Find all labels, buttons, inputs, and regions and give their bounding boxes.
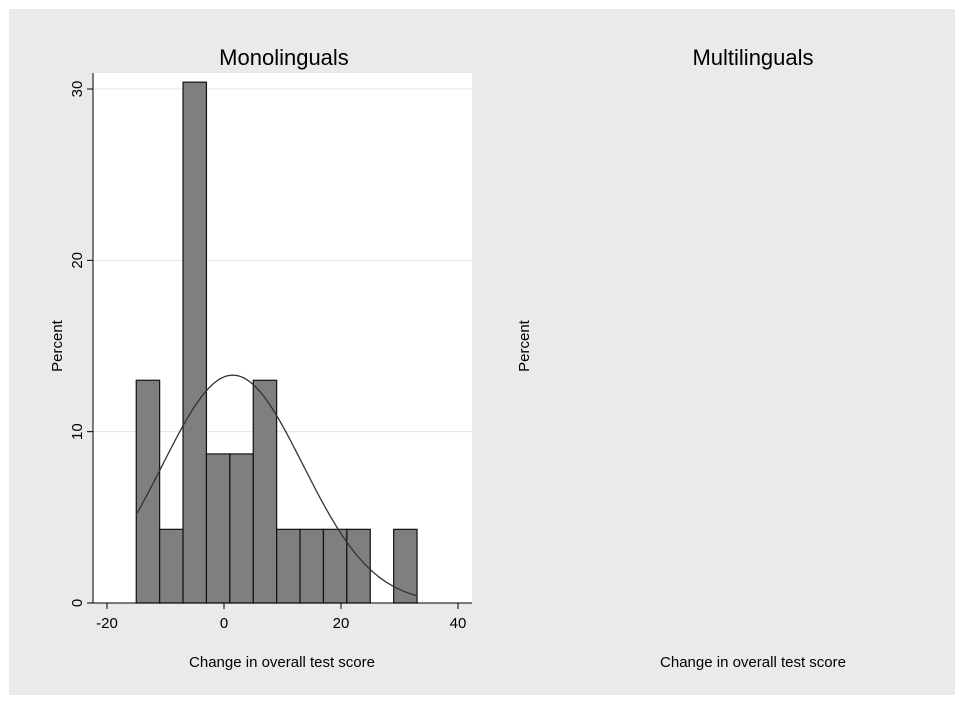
x-tick-label: 0 <box>220 615 228 632</box>
histogram-bar <box>205 453 231 604</box>
histogram-bar <box>135 379 161 604</box>
y-tick-label: 20 <box>69 252 86 269</box>
panel-multilinguals: Multilinguals Percent Change in overall … <box>516 45 846 671</box>
x-tick-label: -20 <box>96 615 118 632</box>
panel-title: Multilinguals <box>692 45 813 70</box>
histogram-bar <box>299 528 325 604</box>
y-tick-label: 10 <box>69 423 86 440</box>
y-axis-label: Percent <box>49 319 66 372</box>
histogram-bar <box>252 379 278 604</box>
histogram-bar <box>182 81 208 604</box>
histogram-bar <box>322 528 348 604</box>
y-tick-label: 0 <box>69 599 86 607</box>
x-axis-label: Change in overall test score <box>660 654 846 671</box>
x-tick-label: 40 <box>450 615 467 632</box>
x-tick-label: 20 <box>333 615 350 632</box>
histogram-bar <box>276 528 301 604</box>
histogram-bar <box>159 528 184 604</box>
histogram-bar <box>229 453 254 604</box>
normal-density-curve <box>135 374 418 597</box>
y-tick-label: 30 <box>69 81 86 98</box>
y-axis-label: Percent <box>516 319 533 372</box>
x-axis-label: Change in overall test score <box>189 654 375 671</box>
